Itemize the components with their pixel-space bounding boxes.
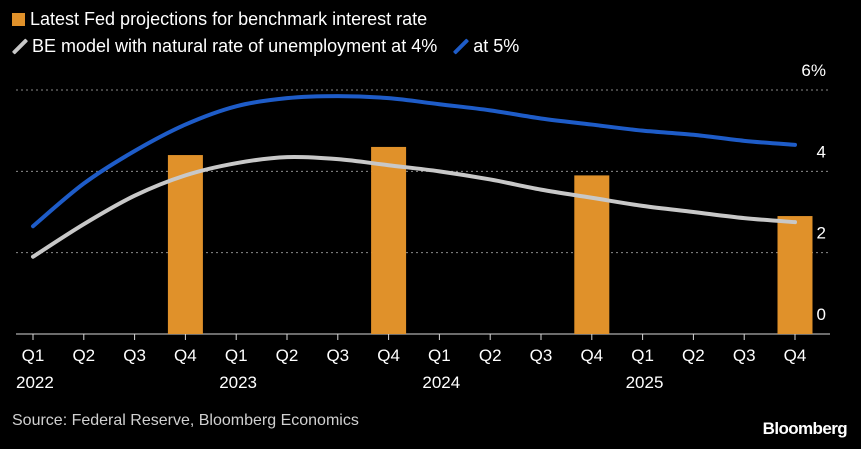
x-year-label: 2023 [219, 373, 257, 392]
source-note: Source: Federal Reserve, Bloomberg Econo… [12, 412, 359, 429]
bar-fed-projection [167, 155, 203, 334]
legend-label-be-model-4: BE model with natural rate of unemployme… [32, 36, 438, 56]
x-tick-label: Q3 [326, 346, 349, 365]
x-tick-label: Q2 [682, 346, 705, 365]
legend-swatch-be-model-5 [453, 38, 467, 54]
x-tick-label: Q4 [377, 346, 400, 365]
x-tick-label: Q2 [276, 346, 299, 365]
x-year-label: 2025 [626, 373, 664, 392]
x-tick-label: Q3 [123, 346, 146, 365]
x-tick-labels: Q1 Q2 Q3 Q4 Q1 Q2 Q3 Q4 Q1 Q2 Q3 Q4 Q1 Q2 Q3 Q4 2022 2023… [16, 334, 806, 392]
bars-layer [167, 146, 813, 334]
legend-swatch-be-model-4 [12, 38, 26, 54]
y-tick-label: 2 [817, 224, 826, 243]
legend-swatch-fed-projections [12, 13, 25, 26]
x-tick-label: Q1 [428, 346, 451, 365]
x-tick-label: Q4 [784, 346, 807, 365]
legend-label-be-model-5: at 5% [473, 36, 520, 56]
x-tick-label: Q1 [225, 346, 248, 365]
x-tick-label: Q2 [479, 346, 502, 365]
x-tick-label: Q3 [733, 346, 756, 365]
bar-fed-projection [574, 175, 610, 334]
legend-label-fed-projections: Latest Fed projections for benchmark int… [30, 9, 428, 29]
y-tick-label: 6% [801, 61, 826, 80]
grid-layer [16, 89, 830, 335]
legend-row-1: Latest Fed projections for benchmark int… [12, 9, 427, 30]
x-tick-label: Q2 [72, 346, 95, 365]
x-tick-label: Q3 [530, 346, 553, 365]
x-tick-label: Q4 [580, 346, 603, 365]
line-be-model-5pct [31, 94, 797, 229]
lines-layer [31, 94, 797, 259]
line-be-model-4pct [31, 154, 797, 259]
legend-row-2: BE model with natural rate of unemployme… [12, 36, 519, 57]
x-year-label: 2024 [422, 373, 460, 392]
x-year-label: 2022 [16, 373, 54, 392]
y-tick-labels: 0 2 4 6% [801, 61, 826, 324]
y-tick-label: 4 [817, 142, 826, 161]
bar-fed-projection [371, 146, 407, 334]
bloomberg-logo: Bloomberg [762, 419, 848, 438]
y-tick-label: 0 [817, 305, 826, 324]
x-tick-label: Q4 [174, 346, 197, 365]
x-tick-label: Q1 [631, 346, 654, 365]
bar-fed-projection [777, 216, 813, 334]
x-tick-label: Q1 [22, 346, 45, 365]
